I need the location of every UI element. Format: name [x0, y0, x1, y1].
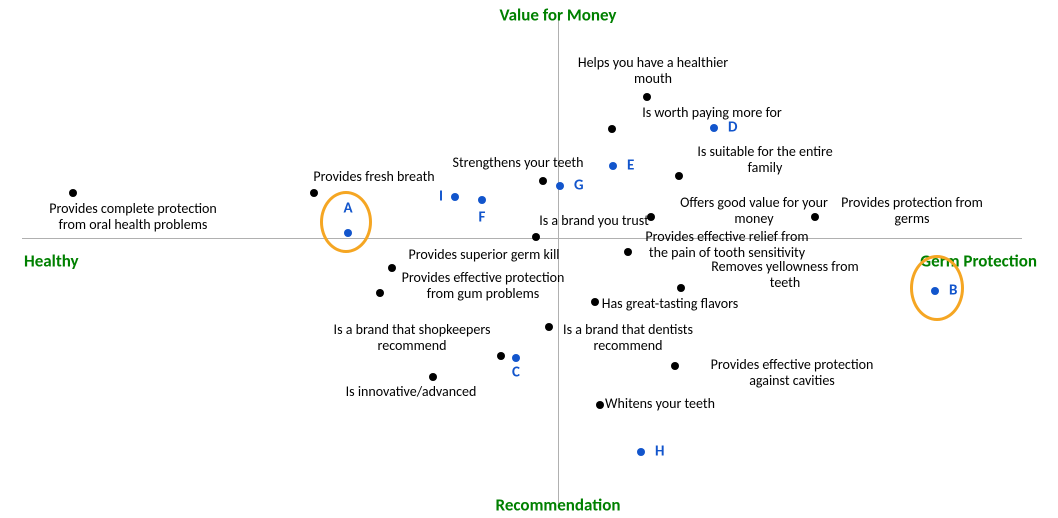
brand-point-E — [609, 162, 617, 170]
brand-label-F: F — [479, 209, 486, 226]
attr-label-strengthens-teeth: Strengthens your teeth — [453, 155, 584, 171]
attr-label-good-value: Offers good value for your money — [680, 195, 828, 227]
attr-point-entire-family — [675, 172, 683, 180]
attr-label-removes-yellowness: Removes yellowness from teeth — [711, 259, 858, 291]
attr-label-great-tasting: Has great-tasting flavors — [602, 296, 738, 312]
brand-point-A — [344, 229, 352, 237]
attr-label-relief-sensitivity: Provides effective relief from the pain … — [645, 229, 808, 261]
attr-point-protection-germs — [811, 213, 819, 221]
brand-label-A: A — [343, 200, 352, 217]
attr-label-fresh-breath: Provides fresh breath — [313, 169, 434, 185]
attr-point-brand-trust — [532, 233, 540, 241]
attr-label-entire-family: Is suitable for the entire family — [697, 144, 832, 176]
brand-label-H: H — [655, 443, 664, 460]
brand-label-G: G — [574, 177, 584, 194]
attr-label-innovative: Is innovative/advanced — [346, 384, 477, 400]
attr-label-dentists-recommend: Is a brand that dentists recommend — [563, 322, 693, 354]
brand-label-C: C — [512, 364, 520, 381]
brand-point-C — [512, 354, 520, 362]
x-axis — [22, 238, 1022, 239]
attr-point-fresh-breath — [310, 189, 318, 197]
axis-label-left: Healthy — [24, 251, 79, 272]
attr-point-shopkeepers-recommend — [497, 352, 505, 360]
brand-label-I: I — [439, 188, 443, 205]
perceptual-map: Value for MoneyRecommendationHealthyGerm… — [0, 0, 1058, 518]
brand-point-D — [710, 124, 718, 132]
attr-label-worth-paying-more: Is worth paying more for — [642, 105, 782, 121]
attr-point-relief-sensitivity — [624, 248, 632, 256]
attr-label-gum-problems: Provides effective protection from gum p… — [402, 270, 565, 302]
brand-point-H — [637, 448, 645, 456]
brand-label-B: B — [949, 282, 957, 299]
attr-point-protection-cavities — [671, 362, 679, 370]
attr-point-dentists-recommend — [545, 323, 553, 331]
attr-point-removes-yellowness — [677, 284, 685, 292]
attr-label-brand-trust: Is a brand you trust — [539, 213, 649, 229]
attr-label-whitens-teeth: Whitens your teeth — [605, 396, 715, 412]
attr-label-complete-protection: Provides complete protection from oral h… — [49, 201, 217, 233]
axis-label-top: Value for Money — [500, 5, 617, 26]
attr-label-healthier-mouth: Helps you have a healthier mouth — [578, 55, 728, 87]
axis-label-bottom: Recommendation — [496, 495, 621, 516]
attr-point-innovative — [429, 373, 437, 381]
brand-point-F — [478, 196, 486, 204]
attr-point-complete-protection — [69, 189, 77, 197]
attr-point-great-tasting — [591, 298, 599, 306]
attr-label-protection-germs: Provides protection from germs — [841, 195, 983, 227]
attr-label-protection-cavities: Provides effective protection against ca… — [711, 357, 874, 389]
brand-label-D: D — [728, 119, 737, 136]
attr-point-superior-germ-kill — [388, 264, 396, 272]
attr-label-shopkeepers-recommend: Is a brand that shopkeepers recommend — [334, 322, 491, 354]
attr-point-healthier-mouth — [643, 93, 651, 101]
attr-label-superior-germ-kill: Provides superior germ kill — [408, 247, 559, 263]
brand-point-G — [556, 182, 564, 190]
attr-point-worth-paying-more — [608, 125, 616, 133]
brand-point-B — [931, 287, 939, 295]
attr-point-whitens-teeth — [596, 401, 604, 409]
attr-point-strengthens-teeth — [539, 177, 547, 185]
brand-label-E: E — [627, 157, 634, 174]
attr-point-gum-problems — [376, 289, 384, 297]
brand-point-I — [451, 193, 459, 201]
